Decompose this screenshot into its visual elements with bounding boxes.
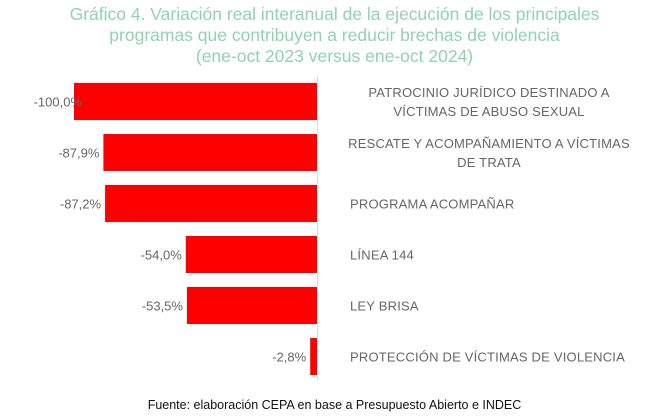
bar bbox=[310, 338, 317, 375]
bar bbox=[185, 236, 317, 273]
data-label: -87,9% bbox=[58, 146, 100, 161]
data-label: -54,0% bbox=[141, 248, 183, 263]
bar bbox=[186, 287, 317, 324]
category-label: PROTECCIÓN DE VÍCTIMAS DE VIOLENCIA bbox=[350, 350, 625, 365]
data-label: -53,5% bbox=[142, 299, 184, 314]
data-label: -100,0% bbox=[34, 95, 83, 110]
chart-title: Gráfico 4. Variación real interanual de … bbox=[0, 4, 669, 67]
bar bbox=[74, 83, 317, 120]
title-line-1: Gráfico 4. Variación real interanual de … bbox=[69, 4, 600, 24]
category-label: LEY BRISA bbox=[350, 299, 419, 314]
source-note: Fuente: elaboración CEPA en base a Presu… bbox=[147, 398, 522, 412]
category-label: DE TRATA bbox=[457, 155, 521, 170]
category-label: RESCATE Y ACOMPAÑAMIENTO A VÍCTIMAS bbox=[348, 136, 630, 151]
title-line-3: (ene-oct 2023 versus ene-oct 2024) bbox=[195, 46, 474, 66]
category-label: PROGRAMA ACOMPAÑAR bbox=[350, 197, 514, 212]
bar bbox=[103, 134, 317, 171]
category-label: VÍCTIMAS DE ABUSO SEXUAL bbox=[393, 104, 584, 119]
data-label: -2,8% bbox=[272, 350, 306, 365]
category-label: LÍNEA 144 bbox=[350, 248, 414, 263]
bar bbox=[105, 185, 317, 222]
title-line-2: programas que contribuyen a reducir brec… bbox=[109, 25, 560, 45]
data-label: -87,2% bbox=[60, 197, 102, 212]
category-label: PATROCINIO JURÍDICO DESTINADO A bbox=[368, 85, 609, 100]
